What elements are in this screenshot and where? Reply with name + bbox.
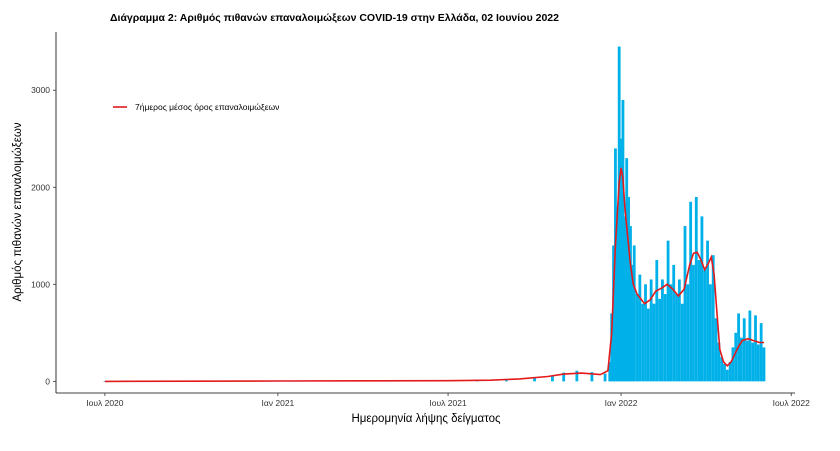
bar (731, 347, 735, 382)
bar (759, 323, 763, 382)
bar (612, 245, 615, 382)
bar (632, 245, 636, 382)
bar (627, 196, 630, 382)
bar (608, 361, 612, 382)
bar (646, 308, 650, 382)
bar (694, 196, 698, 382)
bar (756, 344, 760, 382)
bar (728, 361, 732, 382)
x-tick-label: Ιουλ 2021 (429, 398, 467, 408)
bar (644, 284, 647, 382)
bar (615, 206, 619, 382)
x-tick-label: Ιαν 2022 (605, 398, 638, 408)
bar (649, 279, 653, 382)
bar (711, 255, 715, 382)
bar (703, 269, 707, 382)
bar (533, 377, 536, 382)
bar (625, 158, 629, 382)
bar (751, 342, 755, 382)
bar (621, 99, 625, 382)
bar (619, 138, 623, 382)
bar (504, 379, 508, 382)
bar (658, 298, 662, 382)
bar (551, 375, 554, 382)
bar (754, 315, 757, 382)
bar (677, 279, 681, 382)
bar (725, 369, 729, 382)
bar (630, 264, 634, 382)
x-tick-label: Ιαν 2021 (261, 398, 294, 408)
x-axis-label: Ημερομηνία λήψης δείγματος (351, 413, 501, 425)
bar (723, 363, 726, 382)
bar (683, 226, 687, 382)
y-axis-ticks: 0 1000 2000 3000 (31, 85, 56, 386)
bar (638, 274, 642, 382)
bar (663, 294, 667, 382)
moving-average-line (104, 167, 764, 383)
bar (666, 240, 670, 382)
bar (641, 303, 645, 382)
bar (708, 284, 712, 382)
x-tick-label: Ιουλ 2020 (86, 398, 124, 408)
bar (717, 342, 721, 382)
bar (689, 201, 693, 382)
bar (661, 279, 664, 382)
bar (623, 216, 627, 382)
bar (614, 148, 617, 382)
bar (762, 347, 766, 382)
y-axis-label: Αριθμός πιθανών επαναλοιμώξεων (12, 122, 24, 301)
y-tick-label: 3000 (31, 85, 50, 95)
bar (590, 372, 594, 382)
bar (680, 303, 684, 382)
bar (720, 357, 724, 382)
bar (700, 216, 704, 382)
bar (692, 264, 695, 382)
bar (603, 373, 607, 382)
bar (103, 381, 107, 382)
bar (610, 313, 614, 382)
bar (652, 303, 656, 382)
x-axis-ticks: Ιουλ 2020 Ιαν 2021 Ιουλ 2021 Ιαν 2022 Ιουλ 2… (86, 393, 810, 408)
bar (745, 340, 749, 382)
bar (742, 318, 746, 382)
x-tick-label: Ιουλ 2022 (773, 398, 811, 408)
bar (686, 284, 690, 382)
bar (655, 260, 659, 382)
bar (748, 310, 752, 382)
legend-label: 7ήμερος μέσος όρος επαναλοιμώξεων (135, 102, 279, 112)
bar (617, 46, 621, 382)
bar-series (103, 46, 766, 382)
bar (734, 332, 738, 382)
bar (706, 240, 709, 382)
y-tick-label: 0 (45, 376, 50, 386)
bar (697, 260, 701, 382)
y-tick-label: 1000 (31, 279, 50, 289)
bar (575, 370, 579, 382)
bar (714, 318, 718, 382)
y-tick-label: 2000 (31, 182, 50, 192)
bar (672, 264, 676, 382)
bar (669, 284, 673, 382)
legend: 7ήμερος μέσος όρος επαναλοιμώξεων (113, 102, 279, 112)
bar (562, 372, 566, 382)
bar (629, 226, 632, 382)
chart-title: Διάγραμμα 2: Αριθμός πιθανών επαναλοιμώξ… (110, 12, 559, 24)
bar (675, 294, 678, 382)
bar (635, 294, 639, 382)
bar (740, 337, 743, 382)
